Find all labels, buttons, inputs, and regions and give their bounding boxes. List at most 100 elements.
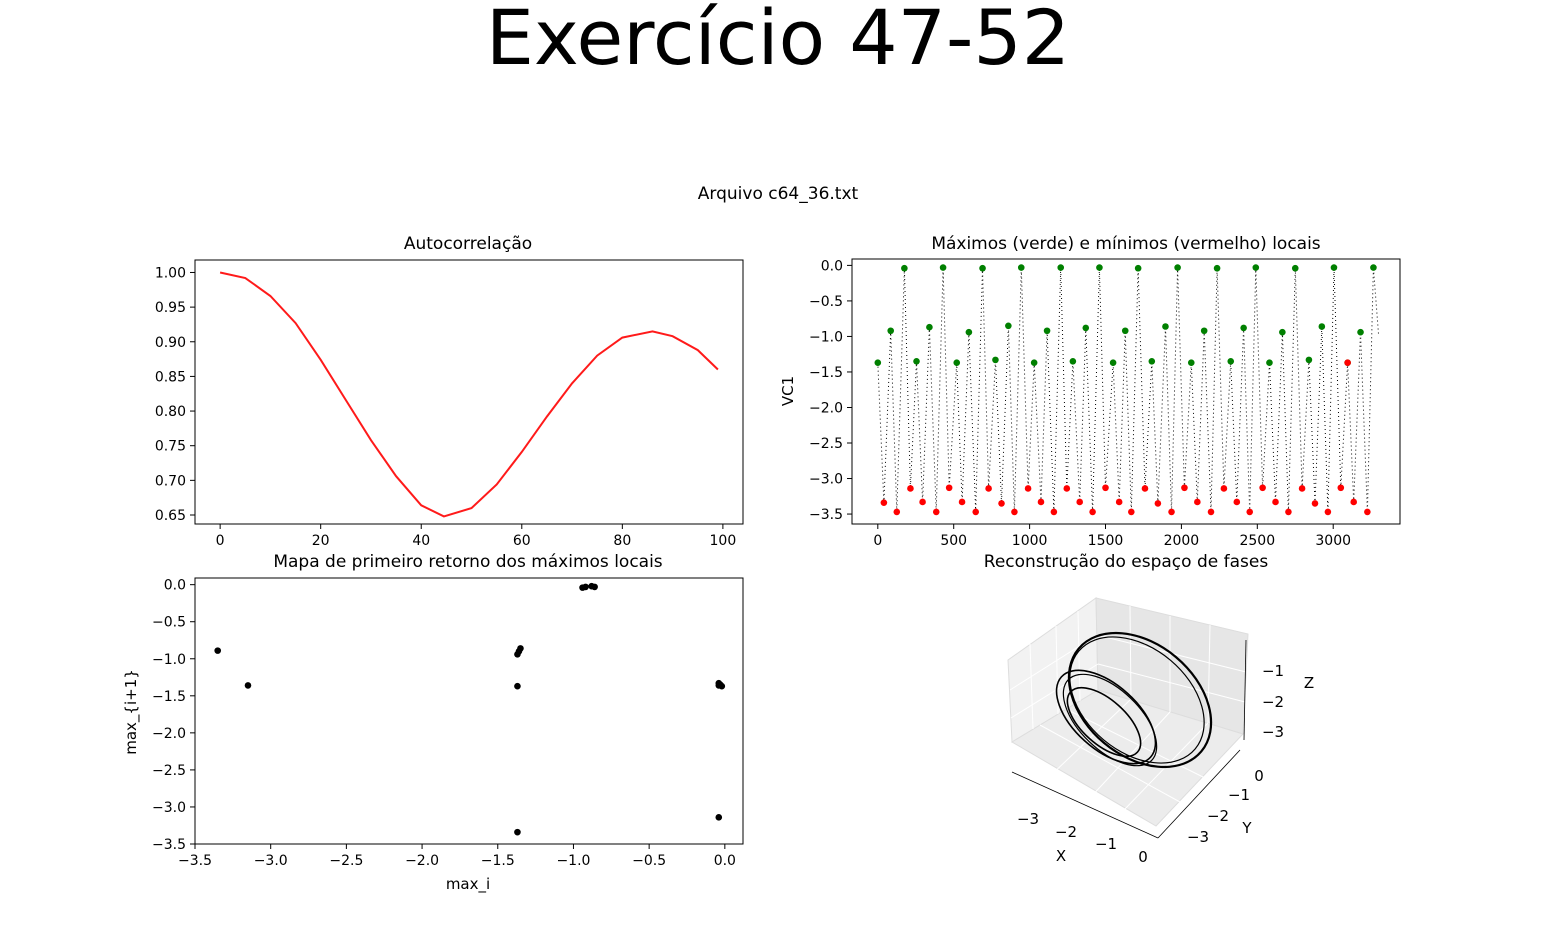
maximum-point — [1291, 264, 1299, 272]
phase-z-tick: −1 — [1262, 662, 1284, 680]
maximum-point — [901, 264, 908, 272]
x-tick-label: −2.0 — [405, 853, 439, 869]
maximum-point — [887, 327, 895, 335]
maximum-point — [1069, 358, 1077, 365]
return-map-point — [715, 814, 723, 821]
maximum-point — [953, 359, 961, 367]
minimum-point — [1344, 359, 1351, 367]
y-tick-label: −1.0 — [152, 652, 186, 668]
minimum-point — [972, 508, 980, 516]
maximum-point — [979, 264, 986, 272]
minimum-point — [1194, 498, 1201, 506]
maximum-point — [1357, 328, 1364, 336]
phase-x-tick: −1 — [1095, 835, 1117, 853]
x-tick-label: 20 — [312, 533, 330, 549]
minimum-point — [1220, 485, 1228, 492]
minimum-point — [907, 485, 914, 492]
minimum-point — [1298, 485, 1306, 492]
y-tick-label: 0.95 — [155, 300, 186, 316]
x-axis-line — [1011, 771, 1159, 839]
return-map-point — [244, 682, 252, 689]
phase-z-tick: −3 — [1262, 723, 1284, 741]
return-map-point — [591, 583, 598, 591]
phase-x-ticks: −3 −2 −1 0 — [1017, 810, 1148, 866]
phase-y-tick: 0 — [1254, 767, 1264, 785]
maximum-point — [1082, 324, 1090, 332]
minimum-point — [1181, 484, 1188, 492]
phase-xlabel: X — [1056, 847, 1066, 865]
minimum-point — [1285, 508, 1292, 516]
maximum-point — [992, 356, 999, 364]
autocorrelation-x-ticks: 0 20 40 60 80 100 — [216, 524, 737, 549]
maximum-point — [1134, 264, 1142, 272]
minimum-point — [1246, 508, 1254, 516]
maximum-point — [874, 359, 882, 367]
return-map-panel: Mapa de primeiro retorno dos máximos loc… — [122, 552, 744, 894]
minimum-point — [945, 484, 953, 492]
minimum-point — [880, 499, 888, 506]
y-tick-label: −3.0 — [809, 472, 843, 488]
phase-space-panel: Reconstrução do espaço de fases — [984, 552, 1314, 866]
maximum-point — [1030, 359, 1038, 367]
signal-dotted-line — [877, 267, 1380, 512]
x-tick-label: 100 — [710, 533, 737, 549]
maximum-point — [1213, 264, 1221, 272]
x-tick-label: −0.5 — [632, 853, 666, 869]
maximum-point — [1174, 264, 1181, 271]
extrema-ylabel: VC1 — [779, 376, 797, 406]
y-tick-label: −2.5 — [152, 763, 186, 779]
maximum-point — [1096, 264, 1103, 271]
extrema-points — [874, 264, 1377, 516]
y-tick-label: −0.5 — [809, 294, 843, 310]
x-tick-label: 1500 — [1088, 533, 1124, 549]
maximum-point — [1162, 323, 1169, 330]
x-tick-label: 80 — [613, 533, 631, 549]
maximum-point — [1227, 358, 1235, 365]
return-map-title: Mapa de primeiro retorno dos máximos loc… — [273, 552, 662, 572]
maximum-point — [913, 358, 920, 365]
maximum-point — [939, 264, 947, 271]
maximum-point — [1148, 358, 1156, 365]
return-map-xlabel: max_i — [446, 875, 490, 894]
x-tick-label: 1000 — [1012, 533, 1048, 549]
phase-x-tick: 0 — [1138, 848, 1148, 866]
figure-title: Arquivo c64_36.txt — [698, 184, 859, 204]
maximum-point — [1240, 324, 1247, 332]
phase-zlabel: Z — [1304, 674, 1314, 692]
return-map-point — [517, 645, 524, 652]
maximum-point — [1057, 264, 1065, 271]
minimum-point — [1154, 500, 1162, 507]
maximum-point — [1187, 359, 1195, 367]
y-tick-label: −2.0 — [152, 726, 186, 742]
maximum-point — [926, 323, 933, 331]
x-tick-label: 2500 — [1239, 533, 1275, 549]
y-tick-label: 0.75 — [155, 439, 186, 455]
minimum-point — [1115, 498, 1123, 506]
y-tick-label: −1.0 — [809, 329, 843, 345]
extrema-panel: Máximos (verde) e mínimos (vermelho) loc… — [779, 234, 1401, 549]
x-tick-label: −3.5 — [178, 853, 212, 869]
minimum-point — [1037, 498, 1045, 506]
return-map-point — [214, 647, 222, 654]
extrema-frame — [851, 258, 1401, 525]
maximum-point — [1109, 359, 1117, 367]
minimum-point — [1311, 500, 1319, 507]
phase-space-title: Reconstrução do espaço de fases — [984, 552, 1269, 572]
y-tick-label: −3.5 — [152, 837, 186, 853]
return-map-point — [514, 682, 521, 690]
extrema-y-ticks: 0.0 −0.5 −1.0 −1.5 −2.0 −2.5 −3.0 −3.5 — [809, 258, 852, 523]
y-tick-label: 0.70 — [155, 473, 186, 489]
x-tick-label: −3.0 — [254, 853, 288, 869]
autocorrelation-frame — [194, 259, 744, 525]
autocorrelation-panel: Autocorrelação 0 20 40 60 80 100 0.65 0.70 0.75… — [155, 234, 744, 549]
x-tick-label: −2.5 — [329, 853, 363, 869]
maximum-point — [1279, 328, 1286, 336]
y-tick-label: 0.0 — [821, 258, 843, 274]
page-title: Exercício 47-52 — [485, 0, 1071, 82]
phase-y-tick: −2 — [1207, 807, 1229, 825]
minimum-point — [1259, 484, 1266, 492]
return-map-y-ticks: 0.0 −0.5 −1.0 −1.5 −2.0 −2.5 −3.0 −3.5 — [152, 578, 195, 853]
x-tick-label: 0.0 — [714, 853, 736, 869]
maximum-point — [1252, 264, 1260, 271]
y-tick-label: −3.0 — [152, 800, 186, 816]
